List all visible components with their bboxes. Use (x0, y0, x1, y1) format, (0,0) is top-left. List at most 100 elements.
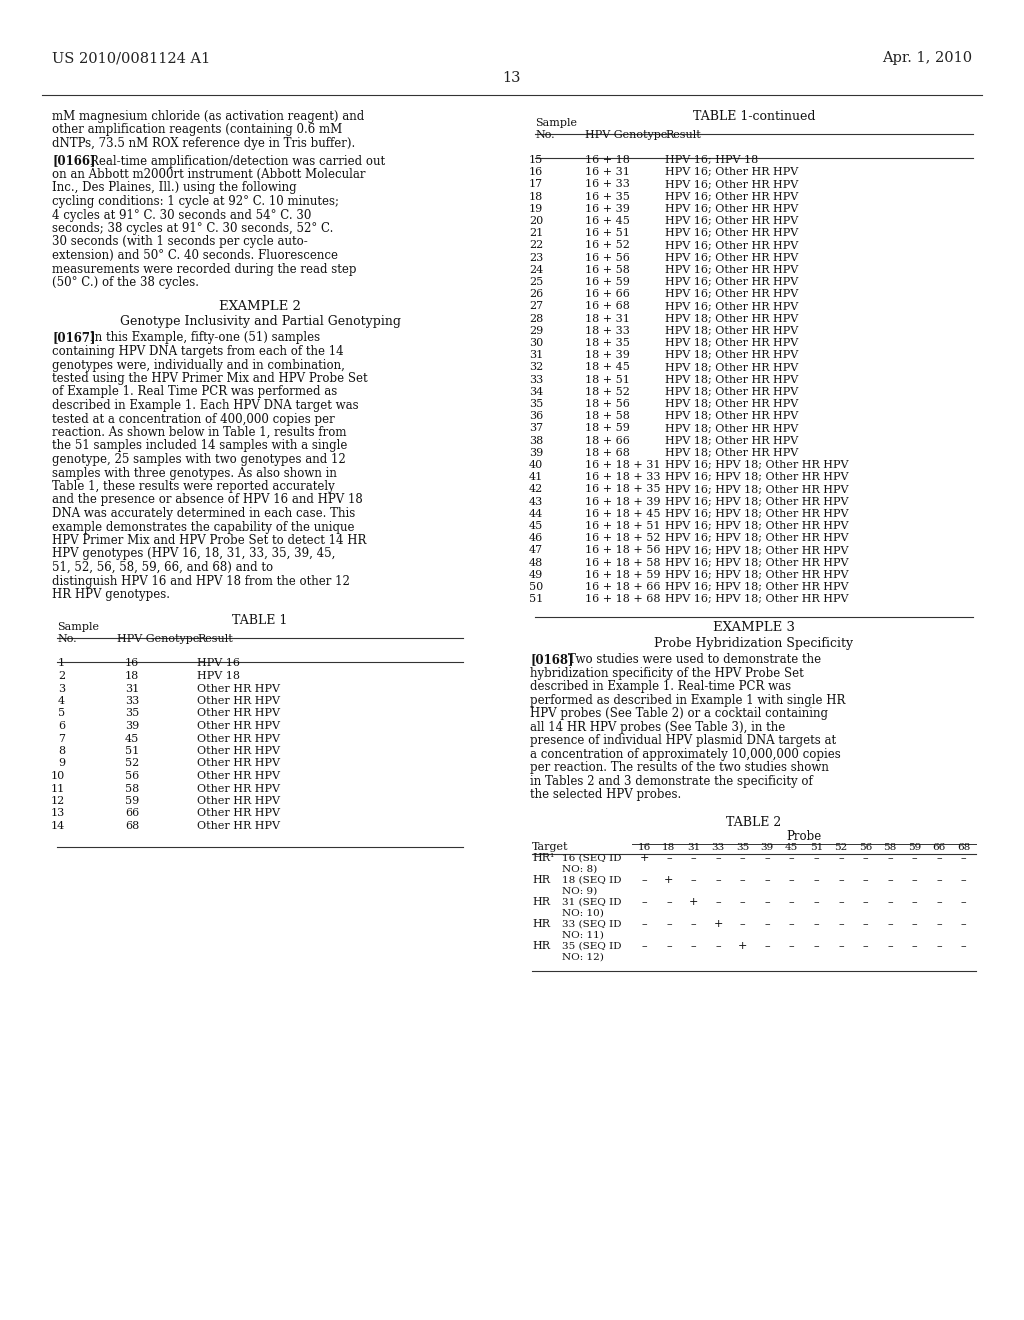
Text: 58: 58 (884, 843, 897, 851)
Text: –: – (666, 941, 672, 950)
Text: –: – (690, 919, 696, 929)
Text: the selected HPV probes.: the selected HPV probes. (530, 788, 681, 801)
Text: Other HR HPV: Other HR HPV (197, 709, 280, 718)
Text: 38: 38 (528, 436, 543, 446)
Text: cycling conditions: 1 cycle at 92° C. 10 minutes;: cycling conditions: 1 cycle at 92° C. 10… (52, 195, 339, 209)
Text: –: – (739, 875, 745, 884)
Text: –: – (887, 875, 893, 884)
Text: 45: 45 (785, 843, 799, 851)
Text: 31 (SEQ ID: 31 (SEQ ID (562, 898, 622, 907)
Text: 16: 16 (528, 168, 543, 177)
Text: per reaction. The results of the two studies shown: per reaction. The results of the two stu… (530, 762, 828, 775)
Text: 51: 51 (810, 843, 823, 851)
Text: 33 (SEQ ID: 33 (SEQ ID (562, 920, 622, 929)
Text: –: – (764, 875, 770, 884)
Text: 16 + 51: 16 + 51 (585, 228, 630, 238)
Text: HPV 16; Other HR HPV: HPV 16; Other HR HPV (665, 252, 799, 263)
Text: HPV 16; HPV 18; Other HR HPV: HPV 16; HPV 18; Other HR HPV (665, 484, 849, 495)
Text: 16 + 52: 16 + 52 (585, 240, 630, 251)
Text: 18 + 35: 18 + 35 (585, 338, 630, 348)
Text: –: – (764, 919, 770, 929)
Text: NO: 9): NO: 9) (562, 887, 597, 896)
Text: Other HR HPV: Other HR HPV (197, 759, 280, 768)
Text: 16 + 18 + 58: 16 + 18 + 58 (585, 557, 660, 568)
Text: HPV 16; HPV 18; Other HR HPV: HPV 16; HPV 18; Other HR HPV (665, 545, 849, 556)
Text: 58: 58 (125, 784, 139, 793)
Text: 29: 29 (528, 326, 543, 335)
Text: 15: 15 (528, 154, 543, 165)
Text: 16 + 31: 16 + 31 (585, 168, 630, 177)
Text: +: + (714, 919, 723, 929)
Text: samples with three genotypes. As also shown in: samples with three genotypes. As also sh… (52, 466, 337, 479)
Text: 21: 21 (528, 228, 543, 238)
Text: 4: 4 (58, 696, 65, 706)
Text: –: – (838, 941, 844, 950)
Text: 16 + 35: 16 + 35 (585, 191, 630, 202)
Text: 18: 18 (125, 671, 139, 681)
Text: 32: 32 (528, 363, 543, 372)
Text: HR: HR (532, 875, 550, 884)
Text: –: – (739, 919, 745, 929)
Text: on an Abbott m2000rt instrument (Abbott Molecular: on an Abbott m2000rt instrument (Abbott … (52, 168, 366, 181)
Text: 18: 18 (663, 843, 676, 851)
Text: –: – (961, 896, 967, 907)
Text: –: – (936, 896, 942, 907)
Text: 43: 43 (528, 496, 543, 507)
Text: HPV 16; Other HR HPV: HPV 16; Other HR HPV (665, 301, 799, 312)
Text: 16 + 18 + 45: 16 + 18 + 45 (585, 508, 660, 519)
Text: NO: 10): NO: 10) (562, 909, 604, 917)
Text: 24: 24 (528, 265, 543, 275)
Text: Other HR HPV: Other HR HPV (197, 821, 280, 832)
Text: Probe: Probe (786, 830, 821, 843)
Text: TABLE 1-continued: TABLE 1-continued (693, 110, 815, 123)
Text: NO: 8): NO: 8) (562, 865, 597, 874)
Text: 16 + 18 + 35: 16 + 18 + 35 (585, 484, 660, 495)
Text: –: – (838, 875, 844, 884)
Text: Other HR HPV: Other HR HPV (197, 696, 280, 706)
Text: containing HPV DNA targets from each of the 14: containing HPV DNA targets from each of … (52, 345, 344, 358)
Text: 33: 33 (712, 843, 725, 851)
Text: 31: 31 (528, 350, 543, 360)
Text: DNA was accurately determined in each case. This: DNA was accurately determined in each ca… (52, 507, 355, 520)
Text: 56: 56 (859, 843, 872, 851)
Text: +: + (640, 853, 649, 863)
Text: –: – (764, 941, 770, 950)
Text: other amplification reagents (containing 0.6 mM: other amplification reagents (containing… (52, 124, 342, 136)
Text: [0168]: [0168] (530, 653, 573, 667)
Text: Other HR HPV: Other HR HPV (197, 808, 280, 818)
Text: HPV Primer Mix and HPV Probe Set to detect 14 HR: HPV Primer Mix and HPV Probe Set to dete… (52, 535, 367, 546)
Text: 12: 12 (51, 796, 65, 807)
Text: 40: 40 (528, 459, 543, 470)
Text: distinguish HPV 16 and HPV 18 from the other 12: distinguish HPV 16 and HPV 18 from the o… (52, 574, 350, 587)
Text: EXAMPLE 2: EXAMPLE 2 (219, 300, 301, 313)
Text: 18 + 39: 18 + 39 (585, 350, 630, 360)
Text: –: – (715, 896, 721, 907)
Text: 33: 33 (125, 696, 139, 706)
Text: extension) and 50° C. 40 seconds. Fluorescence: extension) and 50° C. 40 seconds. Fluore… (52, 249, 338, 261)
Text: 25: 25 (528, 277, 543, 286)
Text: 9: 9 (58, 759, 65, 768)
Text: 16: 16 (125, 659, 139, 668)
Text: –: – (666, 896, 672, 907)
Text: –: – (961, 875, 967, 884)
Text: HPV 16; Other HR HPV: HPV 16; Other HR HPV (665, 240, 799, 251)
Text: –: – (961, 919, 967, 929)
Text: 18 + 68: 18 + 68 (585, 447, 630, 458)
Text: 4 cycles at 91° C. 30 seconds and 54° C. 30: 4 cycles at 91° C. 30 seconds and 54° C.… (52, 209, 311, 222)
Text: –: – (862, 941, 868, 950)
Text: 45: 45 (528, 521, 543, 531)
Text: –: – (788, 853, 795, 863)
Text: 18 + 45: 18 + 45 (585, 363, 630, 372)
Text: –: – (764, 896, 770, 907)
Text: HPV 16; HPV 18; Other HR HPV: HPV 16; HPV 18; Other HR HPV (665, 508, 849, 519)
Text: genotype, 25 samples with two genotypes and 12: genotype, 25 samples with two genotypes … (52, 453, 346, 466)
Text: HPV 16; Other HR HPV: HPV 16; Other HR HPV (665, 216, 799, 226)
Text: –: – (641, 919, 647, 929)
Text: 16 + 68: 16 + 68 (585, 301, 630, 312)
Text: –: – (961, 853, 967, 863)
Text: HPV 18; Other HR HPV: HPV 18; Other HR HPV (665, 338, 799, 348)
Text: the 51 samples included 14 samples with a single: the 51 samples included 14 samples with … (52, 440, 347, 453)
Text: HR: HR (532, 919, 550, 929)
Text: 18 (SEQ ID: 18 (SEQ ID (562, 876, 622, 884)
Text: a concentration of approximately 10,000,000 copies: a concentration of approximately 10,000,… (530, 748, 841, 760)
